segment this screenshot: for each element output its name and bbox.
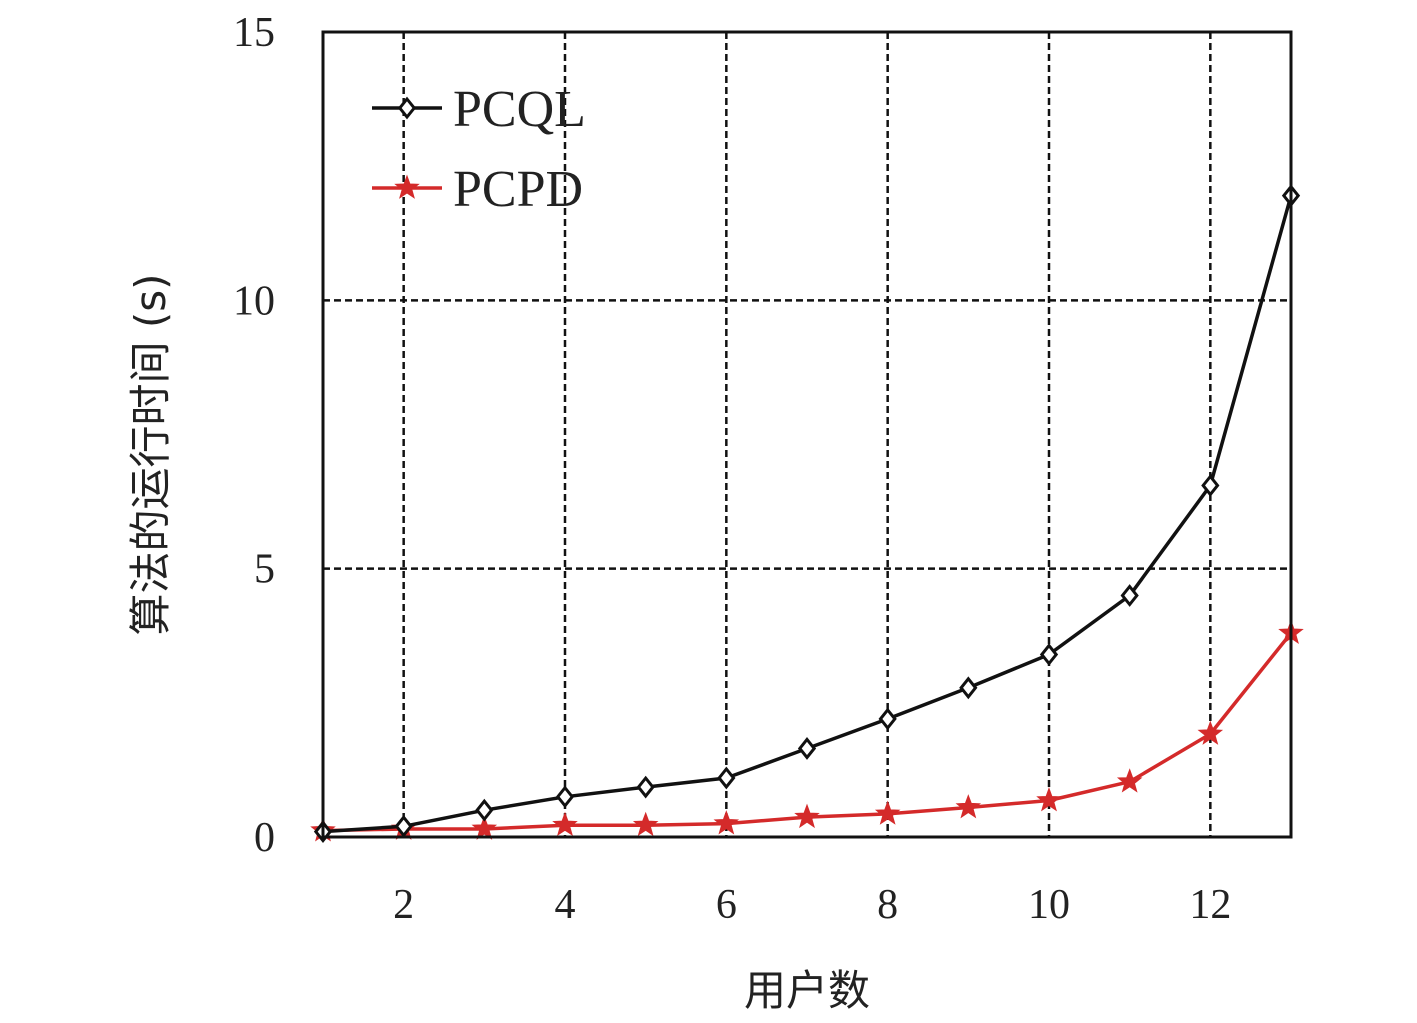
data-point-pcql (1201, 474, 1220, 497)
series-line-pcql (322, 195, 1293, 834)
x-tick-label: 10 (1028, 882, 1070, 928)
legend: PCQL PCPD (372, 81, 586, 218)
y-tick-label: 10 (233, 278, 275, 324)
data-point-pcql (555, 785, 575, 809)
x-tick-label: 12 (1189, 882, 1231, 928)
x-tick-label: 8 (877, 882, 898, 928)
data-point-pcql (636, 775, 655, 799)
data-point-pcpd (552, 811, 578, 837)
plot-frame (321, 30, 1293, 839)
grid-layer (323, 32, 1291, 837)
data-point-pcpd (713, 810, 740, 835)
x-tick-label: 2 (393, 882, 414, 928)
data-point-pcql (878, 707, 897, 731)
data-point-pcql (1039, 643, 1059, 666)
x-tick-label: 4 (555, 882, 576, 928)
legend-marker-pcql (397, 96, 417, 120)
data-point-pcpd (1036, 787, 1062, 812)
y-tick-label: 15 (233, 10, 275, 56)
data-point-pcpd (874, 800, 901, 825)
legend-label-pcpd: PCPD (453, 161, 583, 218)
data-point-pcql (797, 737, 817, 760)
legend-marker-pcpd (394, 174, 420, 199)
y-axis-label: 算法的运行时间 (s) (126, 273, 175, 635)
data-point-pcql (959, 676, 978, 700)
data-point-pcql (394, 814, 413, 838)
x-axis-label: 用户数 (744, 966, 870, 1015)
x-tick-label: 6 (716, 882, 737, 928)
data-point-pcql (1120, 584, 1139, 607)
legend-marker-shape (394, 174, 420, 199)
y-tick-label: 5 (254, 547, 275, 593)
data-point-pcql (717, 766, 736, 790)
data-point-pcql (475, 798, 494, 822)
data-point-pcpd (955, 794, 982, 819)
data-point-pcpd (1197, 720, 1224, 745)
data-point-pcpd (632, 811, 659, 837)
tick-layer: 2 4 6 8 10 12 0 5 10 15 (233, 10, 1231, 928)
series-layer (310, 184, 1304, 844)
data-point-pcpd (1116, 768, 1143, 793)
legend-label-pcql: PCQL (453, 81, 586, 138)
data-point-pcpd (471, 815, 498, 840)
y-tick-label: 0 (254, 815, 275, 861)
legend-marker-shape (397, 96, 417, 120)
data-point-pcpd (794, 803, 820, 829)
series-line-pcpd (322, 632, 1293, 833)
